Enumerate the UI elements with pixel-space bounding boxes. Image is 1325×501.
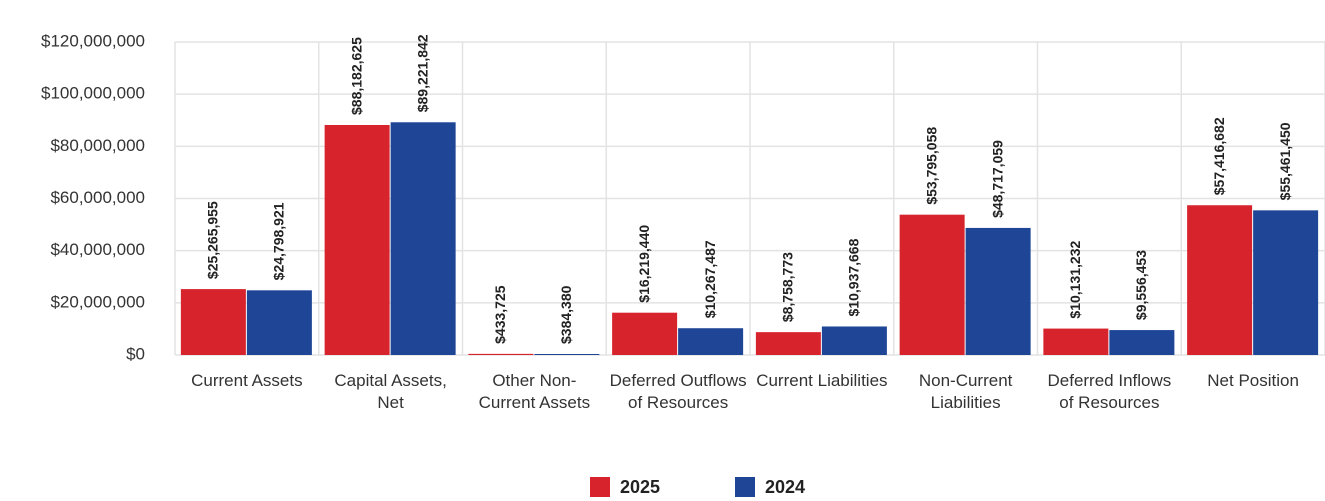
x-tick-label-box: Other Non-Current Assets bbox=[478, 371, 591, 412]
data-label: $10,937,668 bbox=[846, 238, 862, 316]
data-label: $89,221,842 bbox=[414, 34, 430, 112]
legend-swatch bbox=[735, 477, 755, 497]
y-tick-label: $60,000,000 bbox=[50, 188, 145, 207]
bar bbox=[1043, 328, 1109, 355]
bar bbox=[755, 332, 821, 355]
legend-label: 2024 bbox=[765, 477, 805, 497]
bar bbox=[821, 326, 887, 355]
x-tick-label-box: Capital Assets, Net bbox=[334, 371, 447, 412]
y-tick-label: $100,000,000 bbox=[41, 84, 145, 103]
bar bbox=[1253, 210, 1319, 355]
y-tick-label: $20,000,000 bbox=[50, 292, 145, 311]
bar bbox=[534, 353, 600, 355]
x-tick-label: Deferred Outflows of Resources bbox=[609, 371, 747, 412]
data-label: $384,380 bbox=[558, 285, 574, 344]
bar bbox=[965, 227, 1031, 355]
x-tick-label: Net Position bbox=[1207, 371, 1299, 390]
y-tick-label: $120,000,000 bbox=[41, 31, 145, 50]
bar bbox=[899, 214, 965, 355]
bar bbox=[390, 122, 456, 355]
x-tick-label-box: Deferred Inflows of Resources bbox=[1047, 371, 1172, 412]
x-tick-label-box: Current Assets bbox=[191, 371, 303, 390]
data-label: $10,267,487 bbox=[702, 240, 718, 318]
bar bbox=[1187, 205, 1253, 355]
x-tick-label-box: Non-Current Liabilities bbox=[918, 371, 1013, 412]
x-tick-label: Other Non-Current Assets bbox=[478, 371, 591, 412]
x-tick-label: Current Liabilities bbox=[756, 371, 888, 390]
x-tick-label-box: Net Position bbox=[1207, 371, 1299, 390]
x-tick-label: Capital Assets, Net bbox=[334, 371, 447, 412]
x-tick-label: Non-Current Liabilities bbox=[918, 371, 1013, 412]
bar bbox=[246, 290, 312, 355]
bar bbox=[324, 124, 390, 355]
bar bbox=[678, 328, 744, 355]
data-label: $55,461,450 bbox=[1277, 122, 1293, 200]
x-tick-label-box: Deferred Outflows of Resources bbox=[609, 371, 747, 412]
x-tick-label: Current Assets bbox=[191, 371, 303, 390]
data-label: $57,416,682 bbox=[1211, 117, 1227, 195]
data-label: $53,795,058 bbox=[923, 127, 939, 205]
data-label: $24,798,921 bbox=[271, 202, 287, 280]
x-tick-label: Deferred Inflows of Resources bbox=[1047, 371, 1172, 412]
data-label: $9,556,453 bbox=[1133, 250, 1149, 320]
y-tick-label: $40,000,000 bbox=[50, 240, 145, 259]
data-label: $16,219,440 bbox=[636, 225, 652, 303]
x-tick-label-box: Current Liabilities bbox=[756, 371, 888, 390]
data-label: $25,265,955 bbox=[205, 201, 221, 279]
bar bbox=[180, 289, 246, 355]
data-label: $8,758,773 bbox=[780, 252, 796, 322]
bar bbox=[1109, 330, 1175, 355]
y-tick-label: $80,000,000 bbox=[50, 136, 145, 155]
data-label: $48,717,059 bbox=[989, 140, 1005, 218]
bar bbox=[612, 312, 678, 355]
data-label: $10,131,232 bbox=[1067, 241, 1083, 319]
y-tick-label: $0 bbox=[126, 344, 145, 363]
bar bbox=[468, 353, 534, 355]
data-label: $88,182,625 bbox=[348, 37, 364, 115]
legend-swatch bbox=[590, 477, 610, 497]
data-label: $433,725 bbox=[492, 285, 508, 344]
legend-label: 2025 bbox=[620, 477, 660, 497]
